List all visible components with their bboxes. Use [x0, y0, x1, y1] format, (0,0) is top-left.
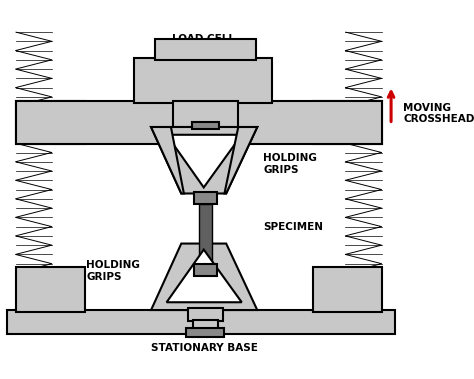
Bar	[155, 39, 255, 60]
Bar	[193, 320, 218, 329]
Text: STATIONARY BASE: STATIONARY BASE	[151, 343, 258, 353]
Bar	[134, 58, 272, 103]
Polygon shape	[151, 127, 257, 194]
Text: MOVING
CROSSHEAD: MOVING CROSSHEAD	[403, 103, 474, 124]
Bar	[191, 122, 219, 129]
Polygon shape	[151, 244, 257, 310]
Polygon shape	[225, 127, 257, 194]
Bar	[188, 308, 223, 321]
Text: SPECIMEN: SPECIMEN	[263, 222, 323, 232]
Bar	[16, 267, 84, 312]
Bar	[173, 101, 238, 127]
Polygon shape	[151, 127, 184, 194]
Text: HOLDING
GRIPS: HOLDING GRIPS	[263, 153, 317, 174]
Bar	[16, 101, 382, 144]
Polygon shape	[167, 135, 242, 188]
Bar	[312, 267, 382, 312]
Bar	[312, 101, 382, 144]
Bar	[200, 204, 211, 266]
Bar	[7, 310, 395, 334]
Polygon shape	[167, 250, 242, 302]
Text: LOAD CELL: LOAD CELL	[172, 34, 235, 44]
Bar	[186, 328, 225, 337]
Bar	[16, 101, 84, 144]
Text: HOLDING
GRIPS: HOLDING GRIPS	[86, 260, 140, 282]
Bar	[194, 264, 217, 276]
Bar	[194, 192, 217, 204]
